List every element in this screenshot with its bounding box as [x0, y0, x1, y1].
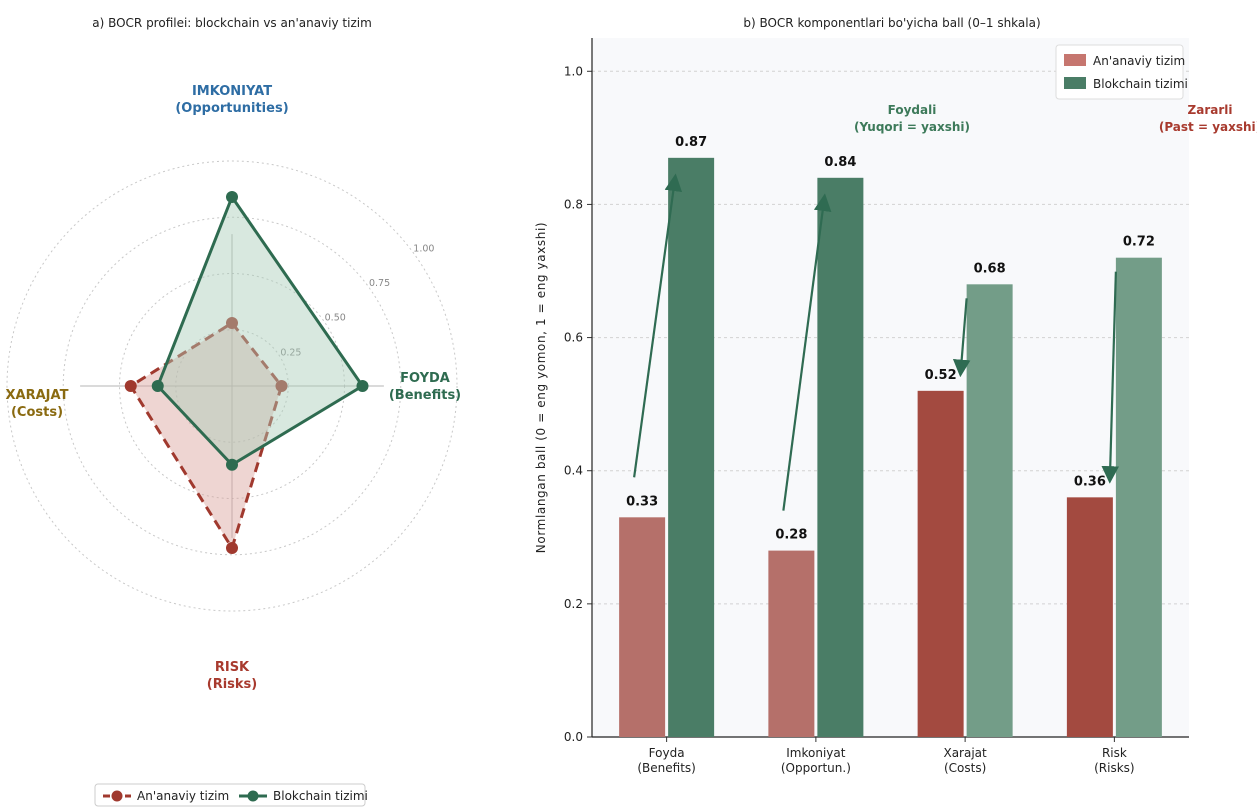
annotation-beneficial: Foydali — [888, 103, 937, 117]
radar-legend-marker — [111, 790, 123, 802]
bar-category-label: Imkoniyat — [786, 746, 845, 760]
radar-point — [226, 458, 238, 471]
radar-axis-sublabel: (Risks) — [207, 677, 257, 692]
bar-legend-label: Blokchain tizimi — [1093, 77, 1188, 91]
bar-1-2 — [966, 284, 1013, 737]
bar-category-label: (Opportun.) — [781, 761, 851, 775]
bar-value-label: 0.84 — [824, 155, 856, 170]
bar-ylabel: Normlangan ball (0 = eng yomon, 1 = eng … — [534, 222, 548, 553]
bar-value-label: 0.28 — [775, 528, 807, 543]
bar-category-label: Foyda — [649, 746, 685, 760]
bar-value-label: 0.68 — [974, 261, 1006, 276]
radar-grid-ring — [6, 160, 458, 612]
radar-axis-label: IMKONIYAT — [192, 84, 272, 99]
radar-tick-label: 0.50 — [325, 313, 346, 324]
bar-category-label: Risk — [1102, 746, 1127, 760]
bar-ytick-label: 0.4 — [564, 464, 583, 478]
radar-axis-label: FOYDA — [400, 371, 450, 386]
radar-point — [275, 380, 288, 392]
bar-1-1 — [817, 177, 864, 738]
bar-legend-swatch — [1064, 54, 1086, 66]
radar-title: a) BOCR profilei: blockchain vs an'anavi… — [92, 16, 372, 30]
radar-point — [226, 317, 238, 329]
radar-point — [226, 191, 238, 203]
bar-0-2 — [917, 390, 964, 737]
annotation-harmful: Zararli — [1188, 103, 1233, 117]
radar-grid-ring — [62, 216, 402, 556]
radar-point — [356, 380, 369, 392]
change-arrow — [1101, 271, 1120, 484]
bar-ytick-label: 1.0 — [564, 64, 583, 78]
radar-point — [226, 542, 238, 554]
bar-value-label: 0.52 — [925, 368, 957, 383]
radar-point — [151, 380, 164, 392]
bar-legend-label: An'anaviy tizim — [1093, 54, 1185, 68]
bar-0-3 — [1066, 497, 1113, 737]
bar-ytick-label: 0.8 — [564, 197, 583, 211]
bar-ytick-label: 0.6 — [564, 331, 583, 345]
bar-value-label: 0.36 — [1074, 474, 1106, 489]
radar-axis-sublabel: (Opportunities) — [175, 101, 288, 116]
bar-value-label: 0.72 — [1123, 235, 1155, 250]
bar-ytick-label: 0.2 — [564, 597, 583, 611]
radar-tick-label: 0.75 — [369, 278, 390, 289]
bar-0-1 — [768, 550, 815, 737]
radar-area-1 — [157, 197, 363, 465]
radar-point — [124, 380, 137, 392]
radar-legend-label: Blokchain tizimi — [273, 789, 368, 803]
bar-1-0 — [668, 157, 715, 738]
bar-legend-box — [1055, 44, 1184, 100]
change-arrow — [633, 173, 683, 478]
radar-axis-sublabel: (Costs) — [11, 405, 63, 420]
radar-tick-label: 0.25 — [280, 347, 301, 358]
radar-legend-marker — [247, 790, 259, 802]
annotation-harmful-sub: (Past = yaxshi) — [1159, 120, 1257, 134]
bar-category-label: (Costs) — [944, 761, 986, 775]
radar-chart: a) BOCR profilei: blockchain vs an'anavi… — [6, 16, 461, 807]
radar-axis-label: RISK — [215, 660, 250, 675]
bar-title: b) BOCR komponentlari bo'yicha ball (0–1… — [743, 16, 1040, 30]
change-arrow — [782, 193, 832, 511]
radar-axis-sublabel: (Benefits) — [389, 388, 461, 403]
bar-chart: b) BOCR komponentlari bo'yicha ball (0–1… — [534, 16, 1257, 775]
bar-value-label: 0.33 — [626, 494, 658, 509]
bar-0-0 — [619, 517, 666, 737]
radar-legend-label: An'anaviy tizim — [137, 789, 229, 803]
bar-ytick-label: 0.0 — [564, 730, 583, 744]
annotation-beneficial-sub: (Yuqori = yaxshi) — [854, 120, 970, 134]
bar-category-label: Xarajat — [943, 746, 987, 760]
bar-value-label: 0.87 — [675, 135, 707, 150]
change-arrow — [952, 298, 971, 378]
radar-legend-box — [94, 783, 366, 807]
bar-legend-swatch — [1064, 77, 1086, 89]
bar-category-label: (Benefits) — [637, 761, 695, 775]
radar-axis-label: XARAJAT — [6, 388, 69, 403]
bar-category-label: (Risks) — [1094, 761, 1135, 775]
bar-1-3 — [1115, 257, 1162, 737]
radar-tick-label: 1.00 — [413, 243, 434, 254]
